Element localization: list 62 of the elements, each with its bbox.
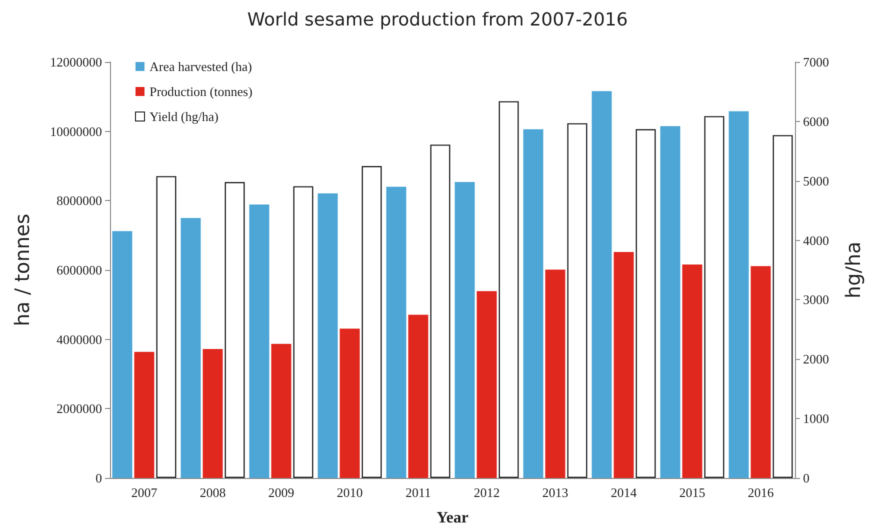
bar [728,111,749,478]
bar [362,166,382,478]
x-axis-title: Year [436,510,468,526]
bar [660,126,680,478]
bar [545,270,566,478]
x-tick-label: 2009 [268,485,294,500]
x-tick-label: 2008 [200,485,226,500]
bar [476,291,497,478]
y2-tick-label: 5000 [803,173,829,188]
y-tick-label: 8000000 [56,193,102,208]
y2-tick-label: 2000 [803,352,829,367]
y-axis-title: ha / tonnes [10,214,34,326]
y-tick-label: 0 [96,470,102,486]
x-tick-label: 2015 [679,485,706,500]
bar [750,266,771,478]
bar [202,349,223,478]
bar [112,231,132,478]
legend-label: Yield (hg/ha) [150,109,218,124]
x-tick-label: 2010 [336,485,363,500]
legend-label: Area harvested (ha) [150,59,252,74]
x-tick-label: 2013 [542,485,568,500]
bar [386,186,406,478]
y-tick-label: 10000000 [50,124,102,139]
y-tick-label: 4000000 [56,332,102,347]
x-tick-label: 2016 [748,485,774,500]
bar [408,314,428,478]
x-tick-label: 2014 [610,485,638,500]
bar [249,204,270,478]
y-tick-label: 6000000 [56,262,102,278]
chart-title: World sesame production from 2007-2016 [247,10,628,30]
y2-tick-label: 4000 [803,232,829,248]
bar [430,144,450,478]
bar [318,193,338,478]
y2-tick-label: 3000 [803,292,829,308]
bar [454,182,475,478]
x-tick-label: 2007 [131,485,158,500]
bar [772,135,793,478]
bar [498,101,519,478]
bar [224,182,245,478]
y-tick-label: 12000000 [50,54,102,70]
y2-tick-label: 7000 [803,54,829,70]
x-tick-label: 2012 [474,485,500,500]
bar [704,116,724,478]
bar [293,186,314,478]
y-tick-label: 2000000 [56,401,102,416]
y2-axis-title: hg/ha [841,241,865,299]
bar [636,129,656,478]
y2-tick-label: 6000 [803,114,829,129]
y2-tick-label: 1000 [803,411,829,426]
bar [271,344,292,478]
x-tick-label: 2011 [405,485,432,500]
bar [523,129,544,478]
bar [156,176,176,478]
y2-tick-label: 0 [803,470,810,486]
bar [567,123,588,478]
bar [682,264,702,478]
bar [340,328,360,478]
legend-label: Production (tonnes) [150,84,252,99]
bar [592,91,612,478]
bar [614,252,634,478]
bar [180,218,201,478]
bar [134,352,154,478]
